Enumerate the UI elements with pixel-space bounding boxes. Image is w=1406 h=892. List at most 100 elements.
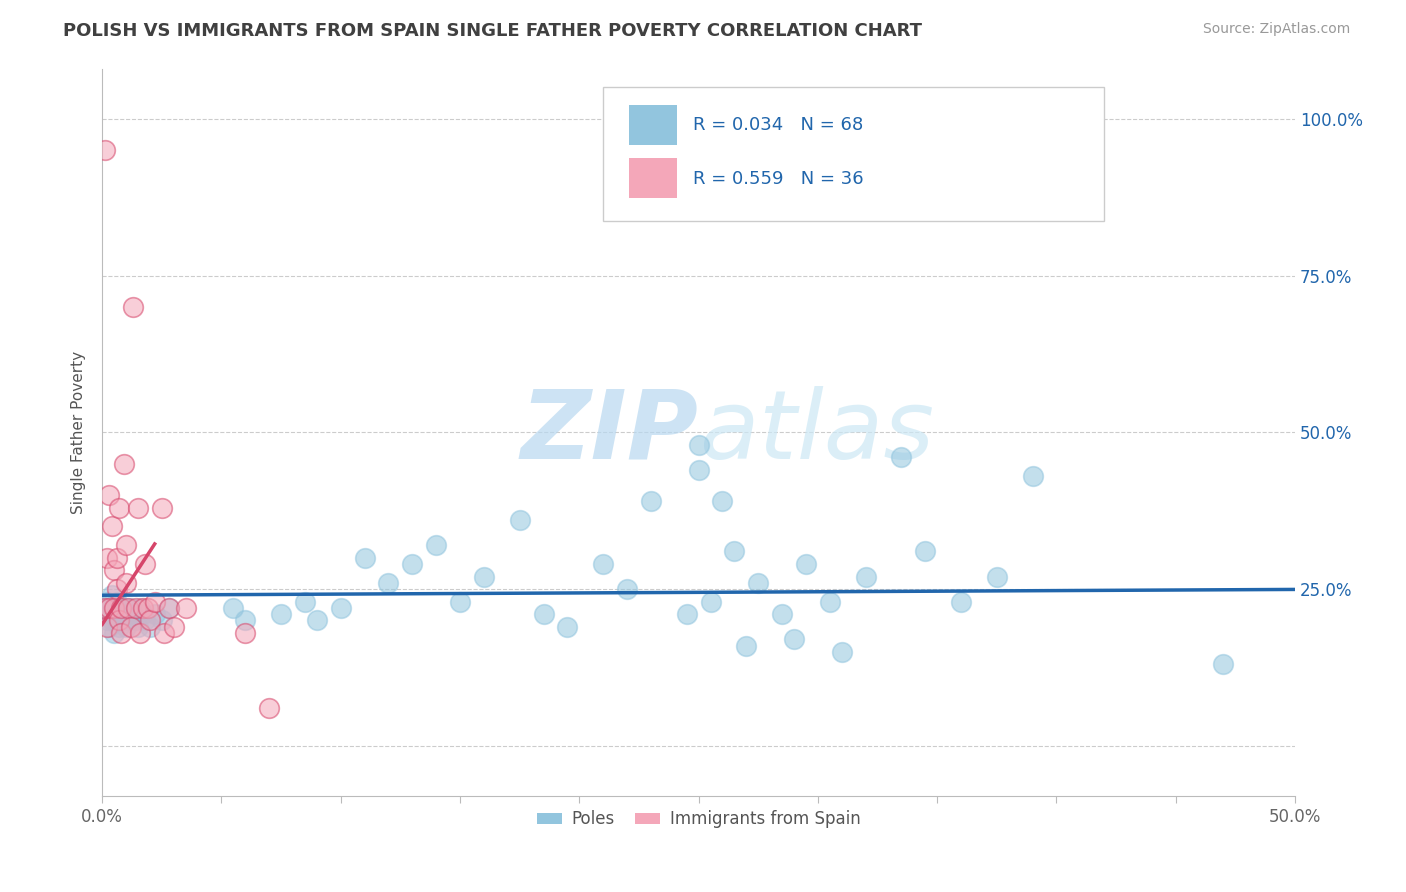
Point (96, 550, 118, 565)
Point (986, 569, 1008, 583)
Point (699, 594, 721, 608)
Point (96, 594, 118, 608)
Point (124, 614, 146, 628)
Point (723, 544, 745, 558)
Point (425, 538, 447, 552)
Point (163, 620, 186, 634)
Point (533, 607, 555, 622)
Point (294, 594, 316, 608)
Point (103, 601, 125, 615)
Text: Source: ZipAtlas.com: Source: ZipAtlas.com (1202, 22, 1350, 37)
Text: atlas: atlas (699, 386, 934, 479)
Legend: Poles, Immigrants from Spain: Poles, Immigrants from Spain (530, 804, 868, 835)
Point (105, 582, 128, 596)
Point (115, 601, 138, 615)
Point (112, 457, 135, 471)
Point (472, 569, 495, 583)
Point (108, 620, 131, 634)
Point (688, 438, 710, 452)
Point (592, 557, 614, 571)
Point (134, 557, 156, 571)
Point (914, 544, 936, 558)
Text: POLISH VS IMMIGRANTS FROM SPAIN SINGLE FATHER POVERTY CORRELATION CHART: POLISH VS IMMIGRANTS FROM SPAIN SINGLE F… (63, 22, 922, 40)
Point (100, 588, 122, 602)
Point (122, 300, 145, 314)
Point (794, 557, 817, 571)
Point (401, 557, 423, 571)
Text: ZIP: ZIP (520, 386, 699, 479)
Point (688, 463, 710, 477)
Point (735, 639, 758, 653)
Point (640, 494, 662, 508)
Point (235, 626, 257, 640)
Point (96, 614, 118, 628)
Point (557, 620, 579, 634)
Point (108, 500, 131, 515)
Point (100, 519, 122, 533)
Text: R = 0.034   N = 68: R = 0.034 N = 68 (693, 116, 863, 135)
Point (509, 513, 531, 527)
Point (157, 601, 180, 615)
Point (950, 594, 973, 608)
FancyBboxPatch shape (603, 87, 1104, 221)
Point (117, 601, 139, 615)
Point (108, 614, 131, 628)
Point (270, 607, 292, 622)
Point (122, 607, 145, 622)
Point (174, 601, 197, 615)
Point (132, 607, 155, 622)
Point (105, 594, 128, 608)
Point (132, 601, 155, 615)
Point (98, 607, 121, 622)
Point (120, 620, 142, 634)
Point (103, 626, 125, 640)
Point (143, 607, 166, 622)
Point (139, 620, 162, 634)
Point (98, 488, 121, 502)
Point (747, 575, 769, 590)
Point (98, 601, 121, 615)
Point (110, 601, 132, 615)
Point (831, 645, 853, 659)
Point (1212, 657, 1234, 672)
Point (115, 620, 138, 634)
Point (117, 614, 139, 628)
Point (329, 601, 352, 615)
Point (818, 594, 841, 608)
Text: R = 0.559   N = 36: R = 0.559 N = 36 (693, 170, 863, 188)
Point (98, 620, 121, 634)
Point (153, 626, 176, 640)
Y-axis label: Single Father Poverty: Single Father Poverty (72, 351, 86, 514)
Point (157, 601, 180, 615)
Point (103, 563, 125, 577)
Point (235, 614, 257, 628)
Point (93, 143, 115, 157)
Point (143, 594, 166, 608)
Point (134, 614, 156, 628)
Point (103, 601, 125, 615)
Point (150, 500, 173, 515)
FancyBboxPatch shape (630, 105, 678, 145)
Point (93, 601, 115, 615)
Point (675, 607, 697, 622)
Point (105, 614, 128, 628)
Point (115, 538, 138, 552)
Point (711, 494, 734, 508)
Point (127, 500, 149, 515)
Point (110, 626, 132, 640)
Point (855, 569, 877, 583)
Point (353, 550, 375, 565)
Point (136, 601, 159, 615)
Point (108, 607, 131, 622)
Point (110, 614, 132, 628)
Point (96, 620, 118, 634)
Point (770, 607, 793, 622)
FancyBboxPatch shape (630, 158, 678, 198)
Point (110, 601, 132, 615)
Point (124, 601, 146, 615)
Point (129, 626, 152, 640)
Point (100, 614, 122, 628)
Point (115, 575, 138, 590)
Point (616, 582, 638, 596)
Point (890, 450, 912, 465)
